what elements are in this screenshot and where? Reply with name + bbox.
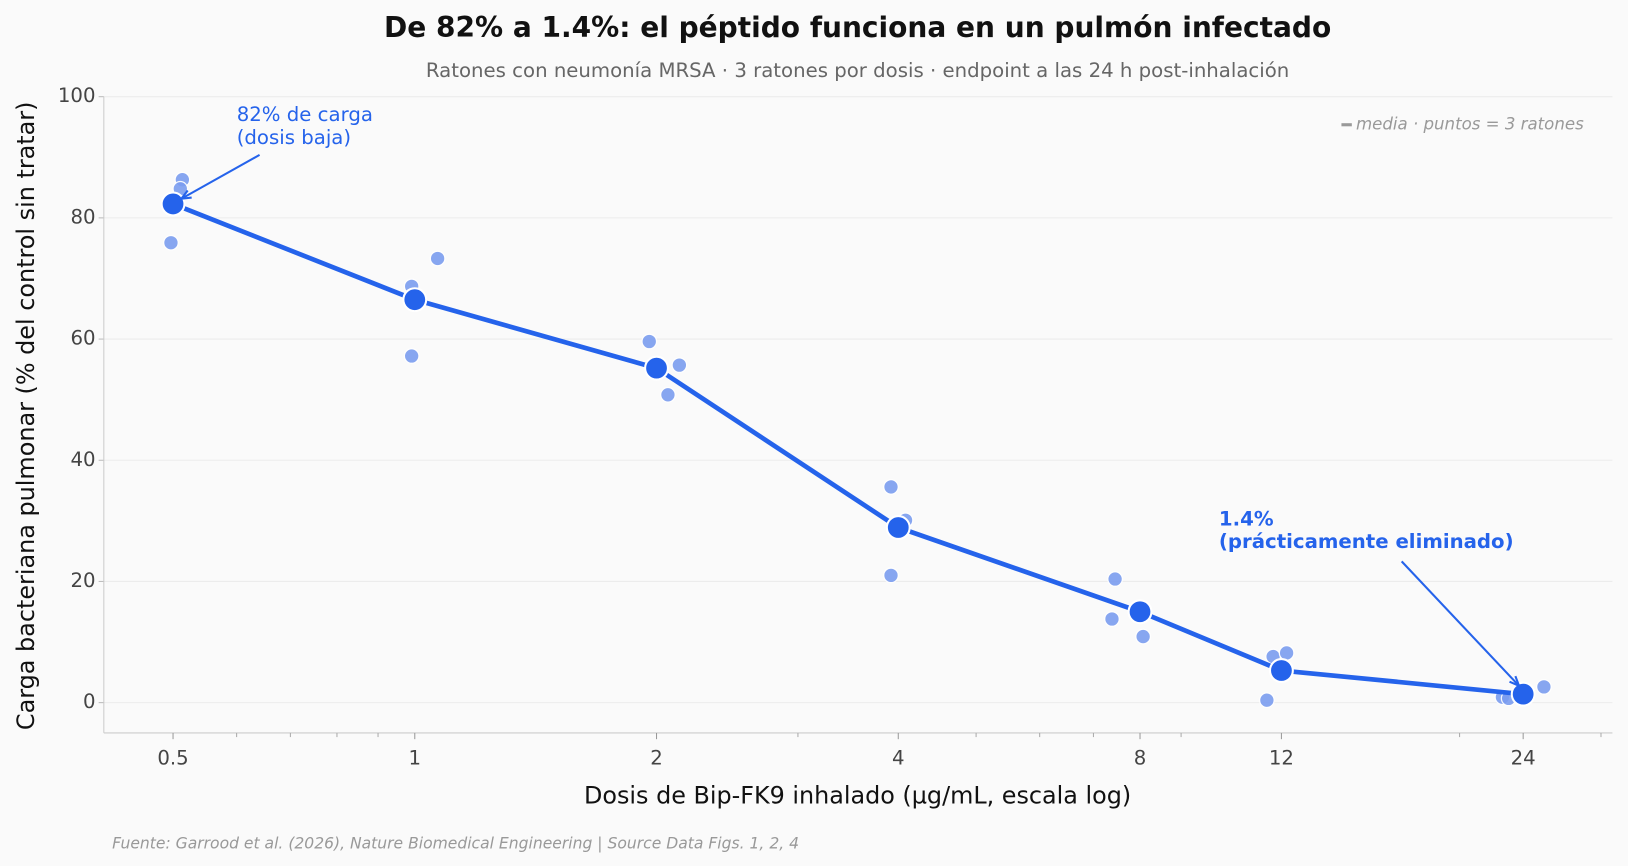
x-tick-label: 1	[409, 746, 422, 769]
mean-point	[402, 287, 428, 313]
replicate-point	[1258, 692, 1275, 709]
mean-point	[1127, 599, 1153, 625]
replicate-point	[671, 357, 688, 374]
annotation-text: 1.4%	[1219, 507, 1274, 530]
y-tick-label: 60	[70, 327, 95, 350]
annotation-arrow	[1400, 560, 1520, 687]
y-tick-label: 20	[70, 569, 95, 592]
annotation-arrowhead	[179, 189, 192, 201]
legend-text: media · puntos = 3 ratones	[1356, 114, 1584, 133]
annotation-text: (prácticamente eliminado)	[1219, 530, 1514, 553]
replicate-point	[163, 234, 179, 251]
y-axis-label: Carga bacteriana pulmonar (% del control…	[12, 102, 40, 731]
replicate-point	[1104, 611, 1120, 627]
replicate-point	[883, 567, 899, 584]
replicate-point	[429, 250, 446, 267]
annotation-arrowhead	[1509, 675, 1521, 688]
y-tick-label: 40	[70, 448, 95, 471]
mean-point	[644, 355, 669, 381]
x-tick-label: 4	[892, 746, 905, 769]
source-note: Fuente: Garrood et al. (2026), Nature Bi…	[112, 835, 799, 853]
y-tick-label: 100	[58, 84, 96, 107]
x-tick-label: 2	[650, 746, 663, 769]
mean-point	[885, 515, 911, 540]
chart-title: De 82% a 1.4%: el péptido funciona en un…	[384, 11, 1331, 44]
replicate-point	[883, 479, 899, 495]
replicate-point	[641, 333, 658, 350]
replicate-point	[403, 348, 420, 364]
replicate-point	[1278, 645, 1295, 661]
x-axis-label: Dosis de Bip-FK9 inhalado (µg/mL, escala…	[584, 781, 1131, 809]
x-tick-label: 24	[1511, 746, 1536, 769]
replicate-point	[660, 386, 676, 403]
x-tick-label: 0.5	[157, 746, 188, 769]
mean-point	[160, 191, 186, 217]
chart-subtitle: Ratones con neumonía MRSA · 3 ratones po…	[426, 59, 1289, 82]
replicate-point	[1135, 628, 1152, 645]
mean-point	[1510, 681, 1536, 707]
y-tick-label: 80	[70, 205, 95, 228]
y-tick-label: 0	[83, 690, 96, 713]
annotation-text: 82% de carga	[237, 103, 373, 126]
annotation-arrow	[180, 153, 261, 200]
annotation-text: (dosis baja)	[237, 126, 351, 149]
x-tick-label: 8	[1134, 746, 1147, 769]
replicate-point	[1107, 571, 1123, 587]
x-tick-label: 12	[1269, 746, 1294, 769]
mean-point	[1268, 658, 1294, 683]
replicate-point	[1536, 678, 1552, 695]
